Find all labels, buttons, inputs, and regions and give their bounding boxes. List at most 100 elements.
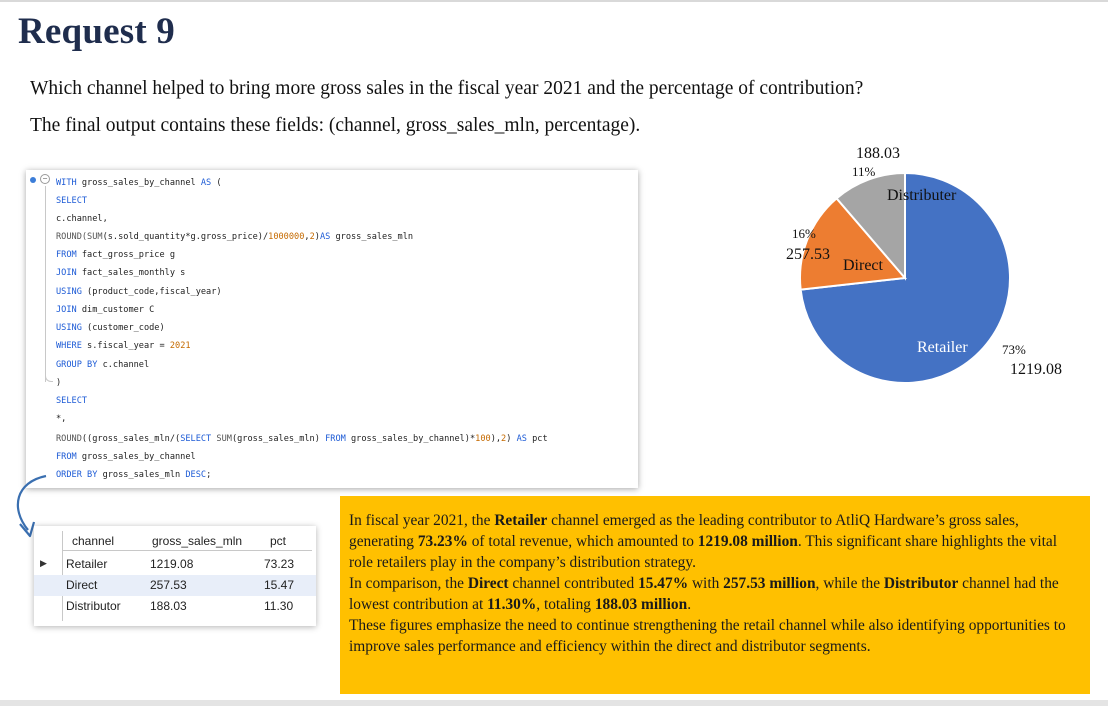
sql-token: ROUND xyxy=(56,434,82,444)
summary-highlight: Distributor xyxy=(883,575,959,592)
sql-token: gross_sales_by_channel xyxy=(76,452,196,462)
pie-label-pct: 11% xyxy=(852,164,876,179)
sql-token: SELECT xyxy=(56,396,88,406)
sql-line[interactable]: USING (customer_code) xyxy=(56,323,165,333)
sql-token: ; xyxy=(206,470,212,480)
sql-token: 100 xyxy=(475,434,491,444)
output-fields-text: The final output contains these fields: … xyxy=(30,115,641,136)
sql-token: ( xyxy=(211,178,222,188)
sql-token: FROM xyxy=(56,250,77,260)
table-row[interactable]: Direct 257.53 15.47 xyxy=(34,575,316,596)
sql-token: (customer_code) xyxy=(81,323,165,333)
cell-channel[interactable]: Direct xyxy=(66,578,98,592)
sql-line[interactable]: JOIN dim_customer C xyxy=(56,305,154,315)
sql-token: ((gross_sales_mln/( xyxy=(81,434,181,444)
question-text: Which channel helped to bring more gross… xyxy=(30,78,864,99)
page-title: Request 9 xyxy=(18,11,175,52)
sql-token: gross_sales_by_channel)* xyxy=(345,434,476,444)
sql-token: AS xyxy=(516,434,527,444)
result-grid[interactable]: channel gross_sales_mln pct ▶ Retailer 1… xyxy=(34,526,316,626)
pie-slice-direct xyxy=(799,196,907,291)
sql-token: GROUP BY xyxy=(56,360,98,370)
summary-text: of total revenue, which amounted to xyxy=(467,533,698,550)
sql-token: c.channel xyxy=(97,360,150,370)
sql-line[interactable]: *, xyxy=(56,414,66,424)
sql-token: SELECT xyxy=(180,434,212,444)
summary-text: . This significant share highlights the … xyxy=(349,533,1058,571)
pie-label-value: 257.53 xyxy=(786,246,830,263)
bottom-rule xyxy=(0,700,1108,706)
collapse-icon[interactable]: − xyxy=(40,174,50,184)
summary-box: In fiscal year 2021, the Retailer channe… xyxy=(340,496,1090,694)
cell-gross-sales-mln[interactable]: 257.53 xyxy=(150,578,187,592)
summary-highlight: Direct xyxy=(467,575,509,592)
sql-line[interactable]: ROUND(SUM(s.sold_quantity*g.gross_price)… xyxy=(56,232,413,242)
sql-line[interactable]: ) xyxy=(56,378,61,388)
cell-pct[interactable]: 15.47 xyxy=(264,578,295,592)
sql-line[interactable]: FROM gross_sales_by_channel xyxy=(56,452,196,462)
pie-label-name: Retailer xyxy=(917,339,968,356)
sql-token: fact_sales_monthly s xyxy=(76,268,186,278)
summary-text: . xyxy=(687,596,692,613)
summary-text: channel had the lowest contribution at xyxy=(349,575,1059,613)
summary-text: channel emerged as the leading contribut… xyxy=(349,512,1019,550)
sql-line[interactable]: WHERE s.fiscal_year = 2021 xyxy=(56,341,191,351)
sql-line[interactable]: GROUP BY c.channel xyxy=(56,360,149,370)
summary-highlight: 73.23% xyxy=(417,533,468,550)
sql-token: AS xyxy=(319,232,331,242)
summary-text: with xyxy=(688,575,724,592)
sql-token: FROM xyxy=(325,434,346,444)
cell-pct[interactable]: 11.30 xyxy=(264,599,294,613)
pie-label-pct: 16% xyxy=(792,226,816,241)
column-header-gross-sales-mln[interactable]: gross_sales_mln xyxy=(152,534,243,548)
sql-token: ROUND( xyxy=(56,232,88,242)
cell-channel[interactable]: Retailer xyxy=(66,557,108,571)
pie-label-value: 1219.08 xyxy=(1010,361,1062,378)
sql-line[interactable]: FROM fact_gross_price g xyxy=(56,250,175,260)
summary-text: channel contributed xyxy=(508,575,639,592)
sql-token: ) xyxy=(56,378,62,388)
sql-line[interactable]: ORDER BY gross_sales_mln DESC; xyxy=(56,470,211,480)
summary-highlight: 188.03 million xyxy=(594,596,688,613)
curved-arrow-icon xyxy=(16,474,47,538)
cell-gross-sales-mln[interactable]: 1219.08 xyxy=(150,557,194,571)
sql-token: DESC xyxy=(185,470,207,480)
summary-paragraph-comparison: In comparison, the Direct channel contri… xyxy=(349,573,1082,615)
pie-chart: Retailer 73% 1219.08 Direct 16% 257.53 Distrib… xyxy=(786,145,1062,384)
sql-line[interactable]: SELECT xyxy=(56,196,87,206)
sql-line[interactable]: USING (product_code,fiscal_year) xyxy=(56,287,222,297)
table-row[interactable]: ▶ Retailer 1219.08 73.23 xyxy=(34,554,316,575)
summary-text: These figures emphasize the need to cont… xyxy=(349,617,1066,655)
column-header-channel[interactable]: channel xyxy=(72,534,115,548)
sql-editor-panel[interactable] xyxy=(26,170,638,488)
column-header-pct[interactable]: pct xyxy=(270,534,287,548)
fold-guide-end xyxy=(45,372,53,382)
sql-token: ) xyxy=(314,232,320,242)
summary-text: In fiscal year 2021, the xyxy=(349,512,495,529)
sql-line[interactable]: c.channel, xyxy=(56,214,108,224)
cell-pct[interactable]: 73.23 xyxy=(264,557,295,571)
sql-token: pct xyxy=(526,434,548,444)
cell-gross-sales-mln[interactable]: 188.03 xyxy=(150,599,187,613)
sql-token: FROM xyxy=(56,452,77,462)
summary-highlight: 11.30% xyxy=(487,596,537,613)
sql-token: SELECT xyxy=(56,196,88,206)
pie-label-value: 188.03 xyxy=(856,145,900,162)
sql-line[interactable]: ROUND((gross_sales_mln/(SELECT SUM(gross… xyxy=(56,434,548,444)
sql-line[interactable]: WITH gross_sales_by_channel AS ( xyxy=(56,178,222,188)
fold-guide xyxy=(45,186,46,382)
sql-token: SUM xyxy=(216,434,232,444)
summary-text: , while the xyxy=(815,575,884,592)
sql-token: gross_sales_by_channel xyxy=(81,178,201,188)
summary-text: , totaling xyxy=(536,596,595,613)
breakpoint-dot-icon[interactable] xyxy=(30,177,36,183)
current-row-marker-icon: ▶ xyxy=(40,558,47,568)
sql-token: (gross_sales_mln) xyxy=(231,434,326,444)
sql-line[interactable]: SELECT xyxy=(56,396,87,406)
sql-line[interactable]: JOIN fact_sales_monthly s xyxy=(56,268,185,278)
pie-label-name: Direct xyxy=(843,257,884,274)
sql-token: 2021 xyxy=(169,341,191,351)
cell-channel[interactable]: Distributor xyxy=(66,599,121,613)
sql-token: (product_code,fiscal_year) xyxy=(81,287,222,297)
table-row[interactable]: Distributor 188.03 11.30 xyxy=(34,596,316,617)
